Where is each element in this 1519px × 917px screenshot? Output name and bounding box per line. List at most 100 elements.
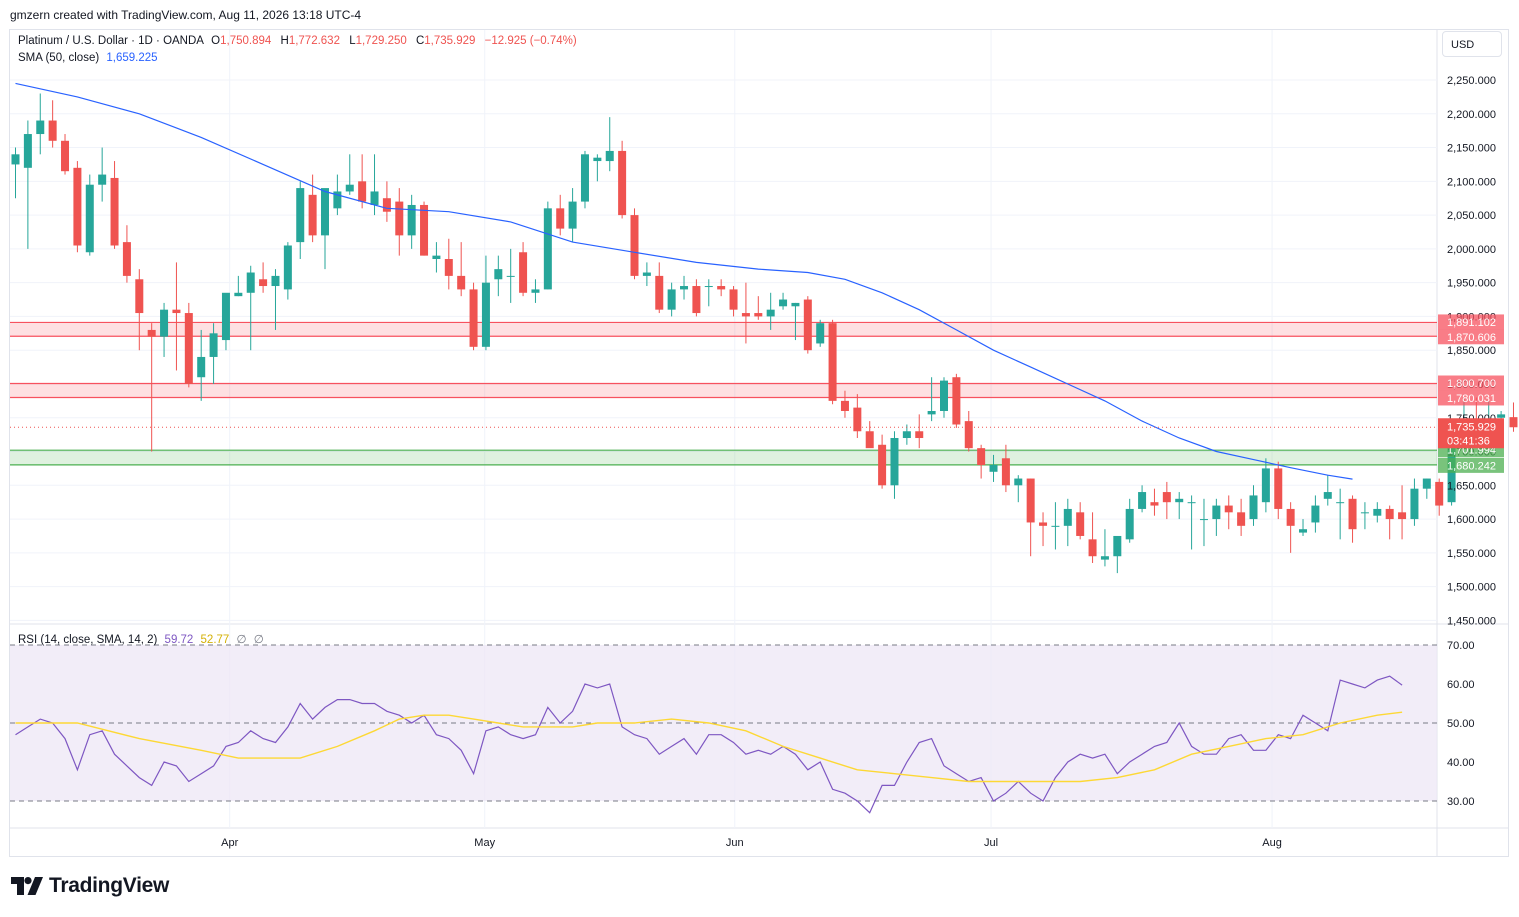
candle-body (184, 313, 193, 384)
candle (915, 414, 924, 449)
candle-body (989, 465, 998, 472)
zone-price-badge (1438, 375, 1504, 391)
candle (791, 302, 800, 341)
candle (160, 302, 169, 357)
candle (283, 242, 292, 300)
candle-body (1088, 539, 1097, 557)
rsi-tick-label: 70.00 (1447, 640, 1475, 652)
candle (717, 279, 726, 297)
candle-body (122, 242, 131, 276)
candle-body (358, 181, 367, 202)
candle (61, 134, 70, 175)
candle-body (321, 188, 329, 236)
candle-body (234, 292, 243, 297)
candle (1026, 478, 1035, 557)
candle (184, 302, 193, 388)
candle (407, 194, 416, 249)
candle (246, 265, 255, 351)
candle (630, 208, 639, 280)
price-legend: Platinum / U.S. Dollar · 1D · OANDA O1,7… (18, 35, 581, 47)
candle (36, 93, 45, 155)
candle (692, 279, 701, 317)
candle (927, 377, 936, 422)
candle (1150, 488, 1159, 516)
rsi-ma-line (15, 711, 1403, 783)
candle (890, 431, 899, 499)
candle-body (618, 150, 627, 216)
candle-body (135, 279, 144, 314)
zone-price-label: 1,800.700 (1447, 378, 1496, 390)
symbol-title[interactable]: Platinum / U.S. Dollar · 1D · OANDA (18, 35, 204, 47)
rsi-label[interactable]: RSI (14, close, SMA, 14, 2) (18, 634, 158, 646)
candle-body (370, 191, 379, 205)
candle-body (779, 299, 788, 307)
candle (754, 296, 763, 320)
candle-body (754, 313, 763, 317)
candle-body (1360, 512, 1369, 514)
candle-body (580, 154, 589, 202)
candle-body (1113, 535, 1122, 557)
candle-body (209, 333, 218, 357)
sma-value: 1,659.225 (106, 52, 158, 64)
candle-body (147, 329, 156, 337)
time-axis-label: Apr (221, 837, 238, 849)
candle-body (940, 380, 948, 411)
candle-body (865, 431, 874, 449)
price-tick-label: 2,250.000 (1447, 75, 1496, 87)
candle (1125, 498, 1134, 543)
candle-body (1497, 414, 1506, 418)
price-tick-label: 1,550.000 (1447, 548, 1496, 560)
rsi-line (15, 675, 1403, 814)
candle (1323, 475, 1332, 506)
candle (221, 292, 230, 351)
candle-body (890, 438, 899, 486)
candle-body (1175, 498, 1184, 503)
candle-body (395, 201, 404, 236)
candle (605, 117, 614, 172)
rsi-extra-1: ∅ (236, 634, 247, 646)
candle-body (1286, 508, 1295, 526)
candle (1014, 475, 1023, 503)
candle (704, 279, 713, 307)
close-value: C1,735.929 (415, 35, 476, 47)
candle (1398, 485, 1407, 540)
candle (259, 262, 268, 293)
candle (729, 286, 738, 317)
candle-body (1001, 458, 1010, 486)
candle-body (1348, 498, 1357, 530)
candle-body (481, 282, 490, 347)
candle (1224, 495, 1233, 530)
rsi-tick-label: 60.00 (1447, 679, 1475, 691)
candle-body (1026, 478, 1035, 523)
change-value: −12.925 (−0.74%) (484, 35, 577, 47)
candle (345, 154, 354, 195)
currency-selector[interactable]: USD (1442, 31, 1502, 57)
candle (122, 225, 131, 283)
candle (878, 434, 887, 489)
candle-body (48, 120, 57, 141)
candle-body (1224, 505, 1233, 513)
time-axis-label: Jun (726, 837, 744, 849)
zone-price-label: 1,780.031 (1447, 393, 1496, 405)
candle-body (1162, 492, 1171, 503)
candle (1299, 519, 1308, 536)
candle-body (717, 286, 726, 290)
candle (766, 292, 775, 330)
tradingview-brand[interactable]: TradingView (11, 874, 169, 898)
candle (940, 377, 948, 418)
candle (741, 282, 750, 344)
candle-body (1422, 478, 1431, 489)
candle-body (11, 154, 20, 165)
sma-label[interactable]: SMA (50, close) (18, 52, 100, 64)
candle (1336, 488, 1345, 540)
candle (135, 269, 144, 351)
open-value: O1,750.894 (211, 35, 272, 47)
candle-body (1051, 525, 1060, 527)
resistance-zone (10, 322, 1437, 337)
candle-body (729, 289, 738, 310)
candle-body (172, 309, 181, 314)
candle-body (308, 194, 317, 236)
candle-body (531, 289, 540, 293)
candle-body (803, 299, 812, 351)
